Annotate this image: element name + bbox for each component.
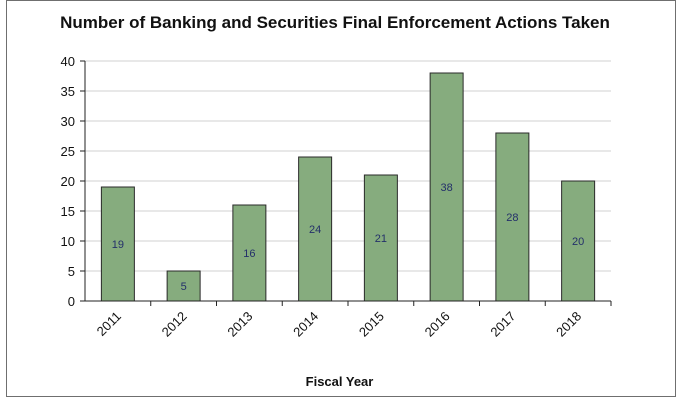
chart-title: Number of Banking and Securities Final E… <box>60 13 610 32</box>
x-tick-label: 2012 <box>159 309 190 340</box>
bars <box>100 72 596 302</box>
y-tick-label: 25 <box>61 144 75 159</box>
data-label: 38 <box>441 182 453 194</box>
y-tick-label: 0 <box>68 294 75 309</box>
bar <box>100 186 135 302</box>
y-tick-label: 5 <box>68 264 75 279</box>
data-label: 16 <box>243 248 255 260</box>
x-tick-label: 2013 <box>224 309 255 340</box>
axes <box>80 60 612 306</box>
data-label: 21 <box>375 233 387 245</box>
data-label: 5 <box>181 281 187 293</box>
x-tick-label: 2017 <box>487 309 518 340</box>
bar <box>298 156 333 302</box>
data-label: 20 <box>572 236 584 248</box>
bar <box>166 270 201 302</box>
y-tick-label: 40 <box>61 54 75 69</box>
x-tick-label: 2018 <box>553 309 584 340</box>
y-tick-label: 20 <box>61 174 75 189</box>
bar <box>363 174 398 302</box>
gridlines <box>85 60 611 272</box>
y-tick-label: 30 <box>61 114 75 129</box>
x-tick-label: 2015 <box>356 309 387 340</box>
bar <box>561 180 596 302</box>
x-axis-title: Fiscal Year <box>305 374 374 389</box>
y-tick-label: 15 <box>61 204 75 219</box>
data-label: 28 <box>506 212 518 224</box>
y-tick-labels: 0 5 10 15 20 25 30 35 40 <box>61 54 75 309</box>
data-labels: 19 5 16 24 21 38 28 20 <box>112 182 585 293</box>
x-tick-label: 2016 <box>422 309 453 340</box>
data-label: 24 <box>309 224 321 236</box>
bar <box>495 132 530 302</box>
bar <box>429 72 464 302</box>
x-tick-labels: 2011 2012 2013 2014 2015 2016 2017 2018 <box>94 309 585 340</box>
bar <box>232 204 267 302</box>
data-label: 19 <box>112 239 124 251</box>
y-tick-label: 10 <box>61 234 75 249</box>
x-tick-label: 2014 <box>290 309 321 340</box>
x-tick-label: 2011 <box>94 309 124 339</box>
y-tick-label: 35 <box>61 84 75 99</box>
